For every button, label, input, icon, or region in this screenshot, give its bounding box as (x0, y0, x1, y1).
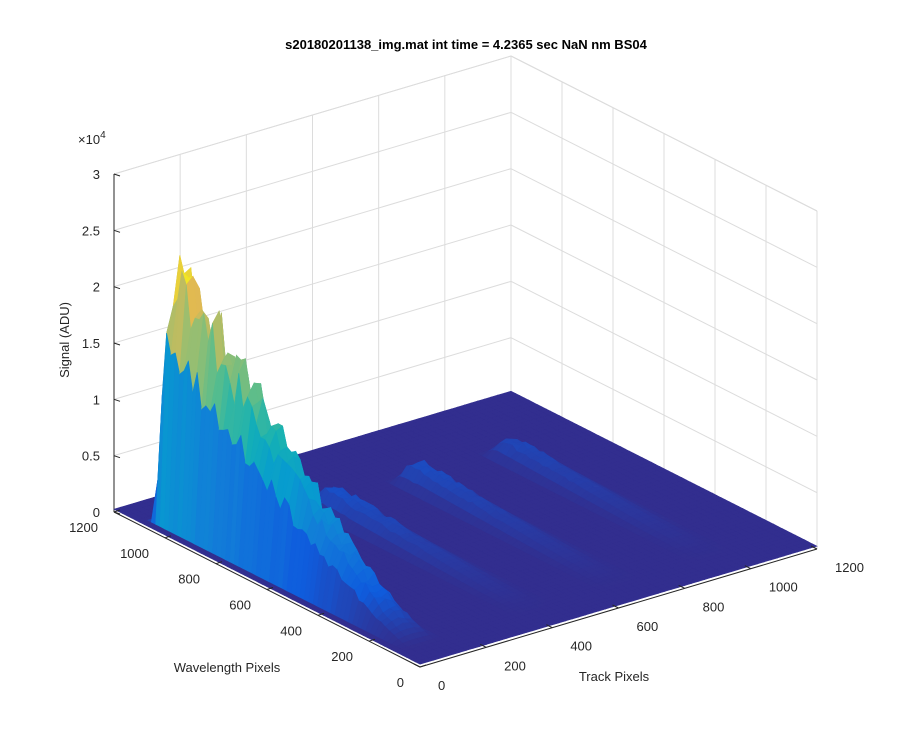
z-tick-mark (113, 286, 121, 290)
y-axis-label: Wavelength Pixels (174, 660, 281, 675)
z-tick-mark (113, 342, 121, 346)
z-tick-label: 1.5 (82, 336, 100, 351)
surface (113, 255, 818, 665)
grid-line (113, 111, 512, 231)
grid-line (510, 55, 818, 212)
grid-line (510, 337, 818, 494)
grid-line (510, 168, 818, 325)
y-tick-label: 1000 (120, 546, 149, 561)
x-tick-label: 0 (438, 678, 445, 693)
z-tick-label: 0 (93, 505, 100, 520)
z-tick-label: 3 (93, 167, 100, 182)
z-tick-mark (113, 398, 121, 402)
z-axis-label: Signal (ADU) (57, 302, 72, 378)
grid-line (510, 280, 818, 437)
z-tick-mark (113, 455, 121, 459)
grid-line (510, 224, 818, 381)
x-tick-label: 800 (703, 599, 725, 614)
y-tick-label: 200 (331, 649, 353, 664)
y-tick-label: 800 (178, 572, 200, 587)
x-tick-label: 600 (637, 619, 659, 634)
x-tick-mark (413, 663, 421, 668)
x-axis-label: Track Pixels (579, 669, 650, 684)
y-tick-label: 400 (280, 623, 302, 638)
z-tick-label: 2 (93, 280, 100, 295)
z-tick-label: 2.5 (82, 223, 100, 238)
z-tick-label: 1 (93, 392, 100, 407)
y-tick-label: 600 (229, 598, 251, 613)
chart-title: s20180201138_img.mat int time = 4.2365 s… (285, 37, 647, 52)
z-tick-label: 0.5 (82, 449, 100, 464)
y-tick-label: 1200 (69, 520, 98, 535)
y-tick-label: 0 (397, 675, 404, 690)
grid-line (510, 111, 818, 268)
x-tick-label: 1000 (769, 580, 798, 595)
x-tick-label: 400 (570, 639, 592, 654)
x-tick-label: 1200 (835, 560, 864, 575)
z-exponent-label: ×104 (78, 130, 106, 147)
z-tick-mark (113, 229, 121, 233)
grid-line (113, 55, 512, 175)
z-tick-mark (113, 173, 121, 177)
x-tick-label: 200 (504, 658, 526, 673)
